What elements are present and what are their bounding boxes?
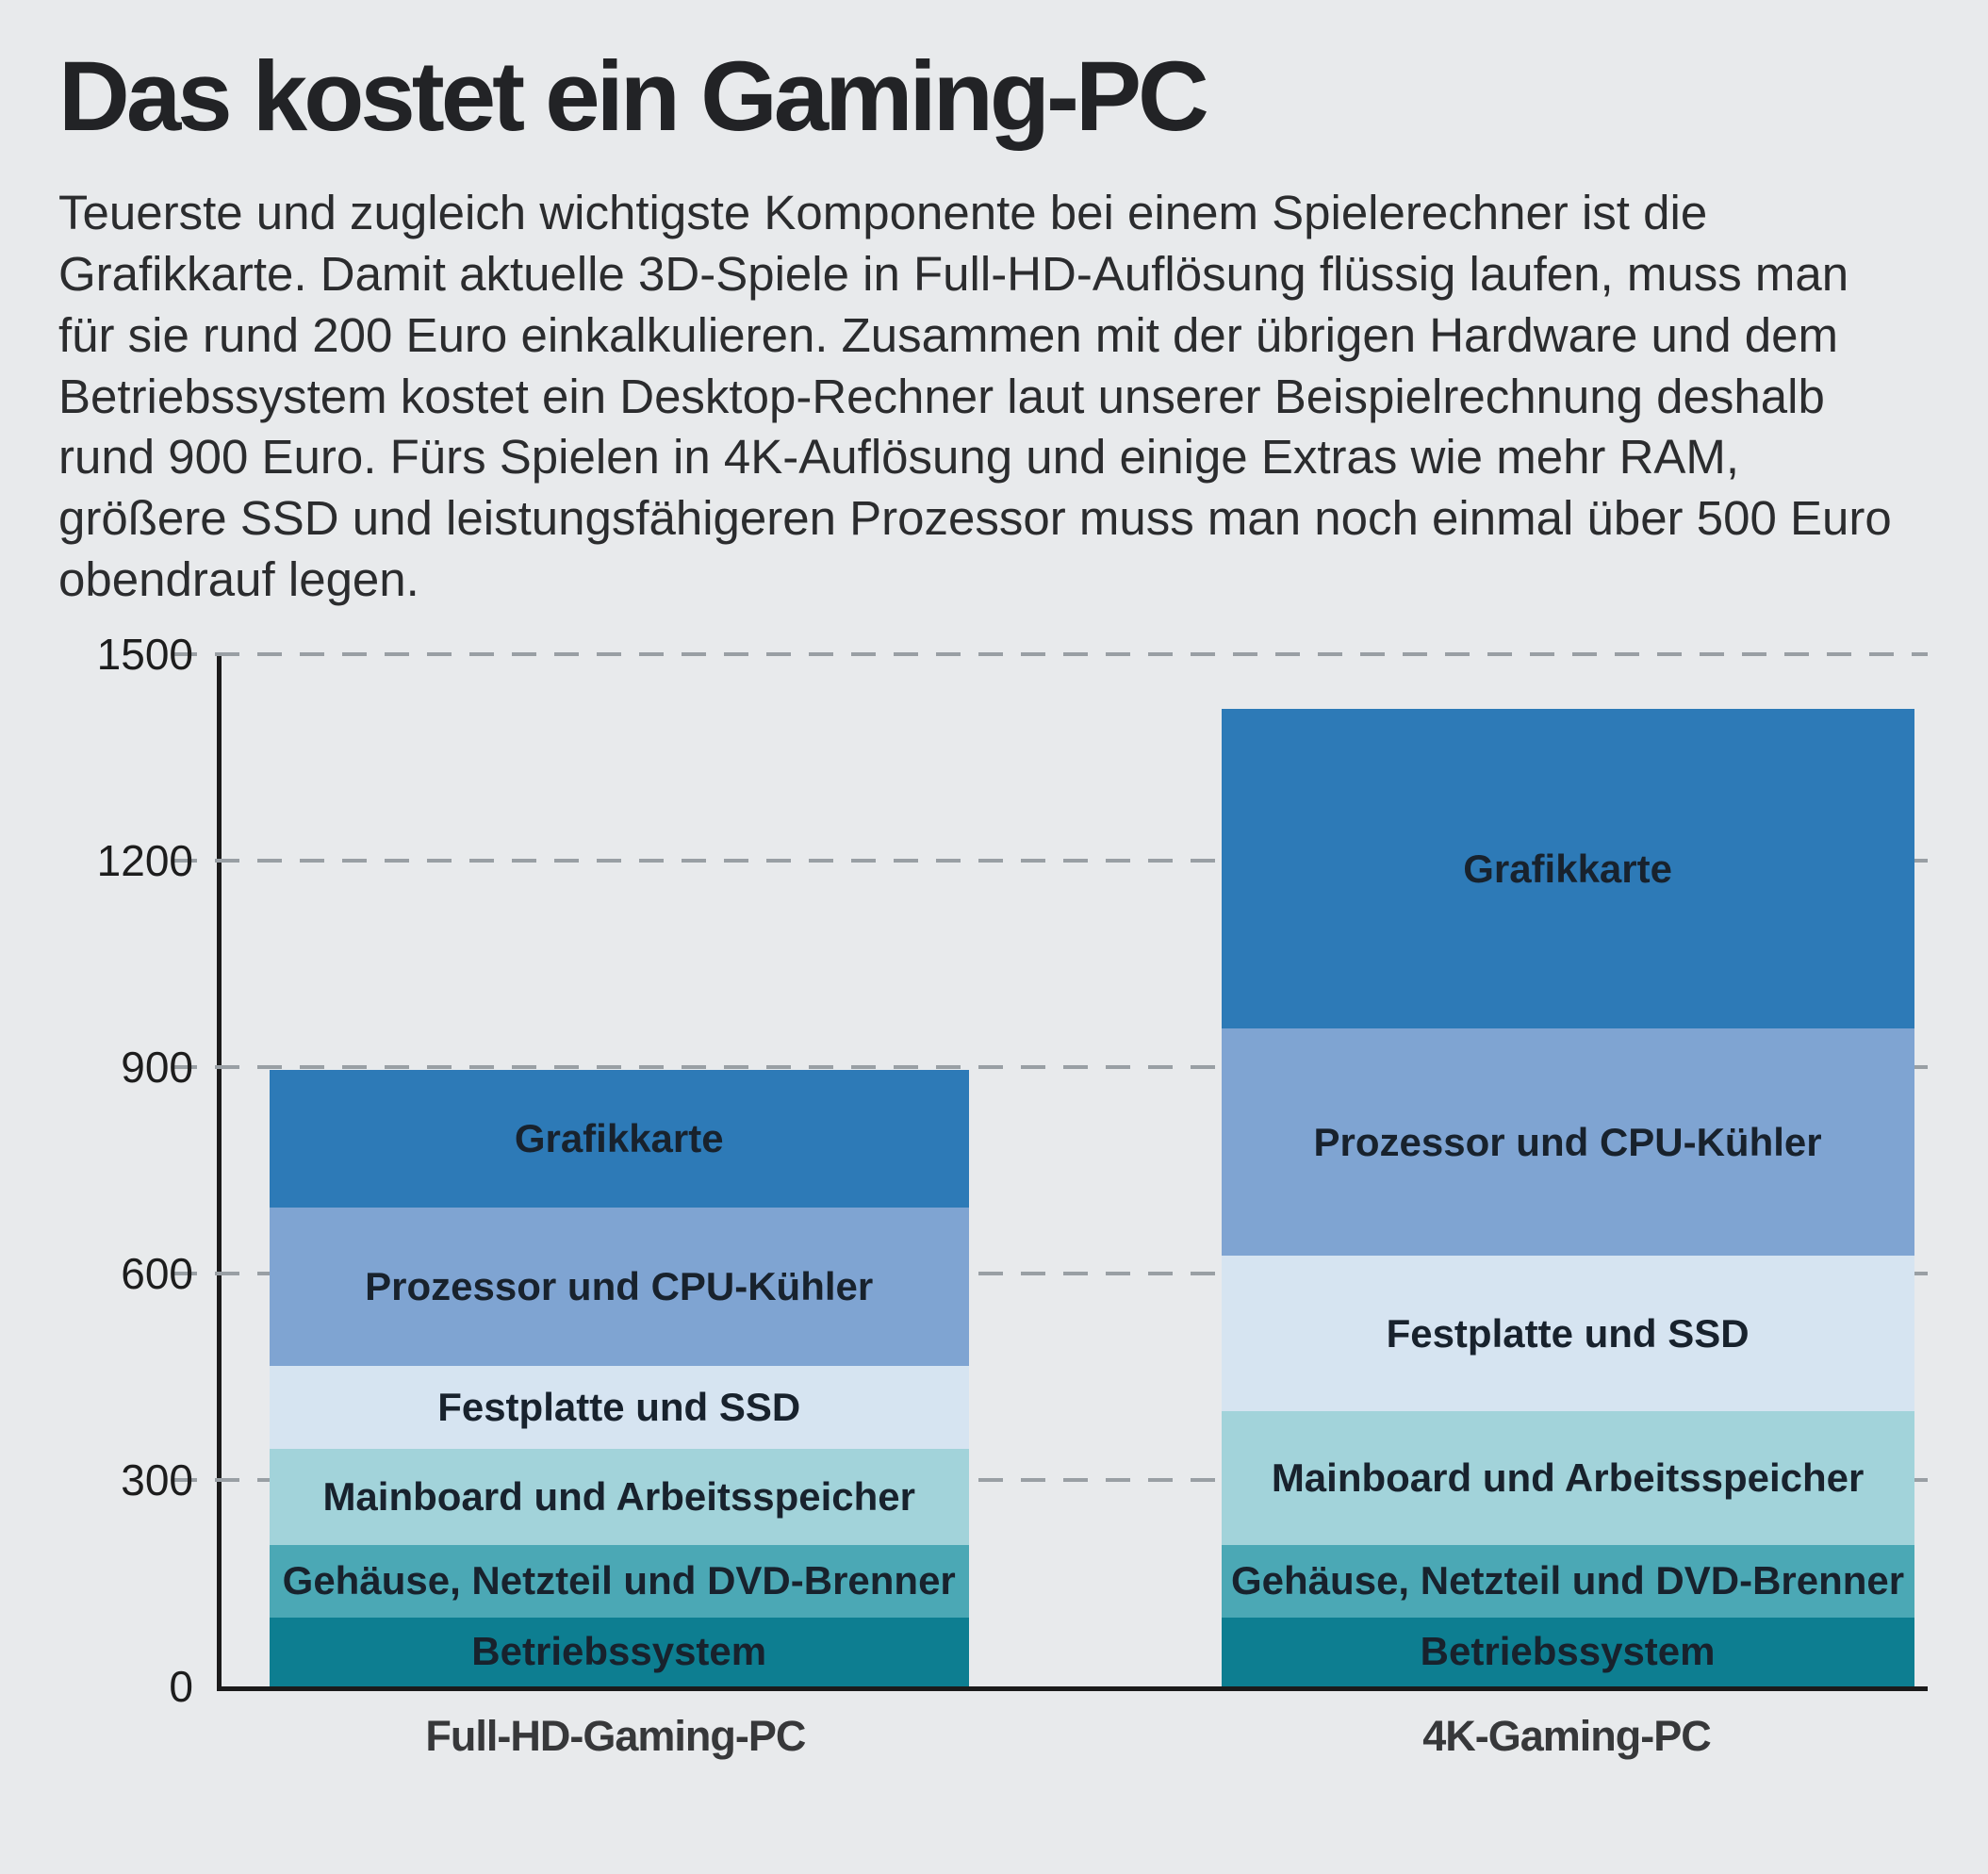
bar-segment-betriebssystem: Betriebssystem (1221, 1617, 1914, 1686)
bar-segment-label: Prozessor und CPU-Kühler (365, 1264, 874, 1309)
bar-segment-label: Betriebssystem (1420, 1629, 1716, 1674)
bar-segment-festplatte-und-ssd: Festplatte und SSD (269, 1366, 969, 1449)
y-axis-tick-label: 300 (121, 1455, 193, 1504)
y-axis-tick-label: 0 (169, 1661, 193, 1711)
bar-segment-label: Mainboard und Arbeitsspeicher (322, 1473, 915, 1519)
bar-segment-label: Festplatte und SSD (437, 1384, 801, 1429)
bar-segment-festplatte-und-ssd: Festplatte und SSD (1221, 1256, 1914, 1411)
x-axis-category-label: 4K-Gaming-PC (1422, 1711, 1712, 1760)
bar-segment-mainboard-und-arbeitsspeicher: Mainboard und Arbeitsspeicher (269, 1448, 969, 1545)
bar-segment-label: Mainboard und Arbeitsspeicher (1271, 1455, 1865, 1500)
bar-segment-prozessor-und-cpu-kühler: Prozessor und CPU-Kühler (269, 1208, 969, 1367)
bar-segment-label: Gehäuse, Netzteil und DVD-Brenner (1231, 1558, 1905, 1603)
y-axis-tick-label: 1200 (96, 835, 193, 885)
bar-segment-grafikkarte: Grafikkarte (1221, 709, 1914, 1029)
page-title: Das kostet ein Gaming-PC (58, 41, 1209, 152)
bar-segment-label: Gehäuse, Netzteil und DVD-Brenner (282, 1558, 956, 1603)
stacked-bar-chart: 0 300 600 900 1200 1500 Grafikkarte Prozessor u… (58, 633, 1930, 1778)
bar-segment-betriebssystem: Betriebssystem (269, 1617, 969, 1686)
bar-segment-grafikkarte: Grafikkarte (269, 1070, 969, 1208)
intro-paragraph: Teuerste und zugleich wichtigste Kompone… (58, 186, 1892, 606)
x-axis-labels: Full-HD-Gaming-PC 4K-Gaming-PC (217, 1712, 1928, 1778)
bar-segment-gehäuse-netzteil-und-dvd-brenner: Gehäuse, Netzteil und DVD-Brenner (1221, 1544, 1914, 1618)
y-axis-tick-label: 900 (121, 1042, 193, 1092)
stacked-bar-4k-gaming-pc: Grafikkarte Prozessor und CPU-Kühler Festp… (1221, 654, 1914, 1686)
bar-segment-prozessor-und-cpu-kühler: Prozessor und CPU-Kühler (1221, 1028, 1914, 1257)
bar-segment-label: Betriebssystem (471, 1629, 767, 1674)
bar-segment-label: Prozessor und CPU-Kühler (1313, 1119, 1822, 1164)
bar-segment-label: Grafikkarte (514, 1116, 724, 1161)
plot-area: 0 300 600 900 1200 1500 Grafikkarte Prozessor u… (97, 633, 1928, 1708)
stacked-bar-full-hd-gaming-pc: Grafikkarte Prozessor und CPU-Kühler Festp… (269, 654, 969, 1686)
bar-segment-label: Grafikkarte (1463, 846, 1672, 891)
bar-segment-gehäuse-netzteil-und-dvd-brenner: Gehäuse, Netzteil und DVD-Brenner (269, 1544, 969, 1618)
y-axis-tick-label: 600 (121, 1248, 193, 1298)
x-axis-category-label: Full-HD-Gaming-PC (425, 1711, 806, 1760)
bar-segment-label: Festplatte und SSD (1386, 1310, 1750, 1356)
bar-segment-mainboard-und-arbeitsspeicher: Mainboard und Arbeitsspeicher (1221, 1410, 1914, 1545)
y-axis-tick-label: 1500 (96, 629, 193, 679)
